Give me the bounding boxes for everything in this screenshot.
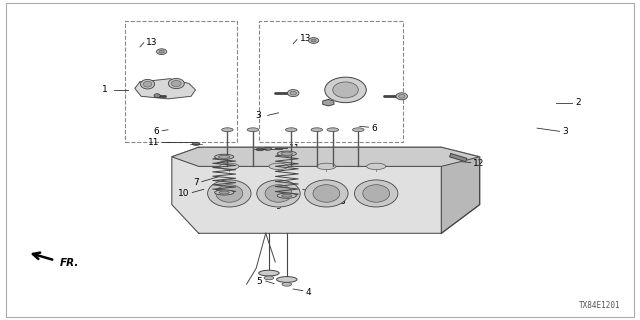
Text: 10: 10 <box>317 189 328 198</box>
Polygon shape <box>172 147 479 166</box>
Ellipse shape <box>327 128 339 132</box>
Ellipse shape <box>353 128 364 132</box>
Ellipse shape <box>216 185 243 202</box>
Ellipse shape <box>154 94 161 98</box>
Text: FR.: FR. <box>60 258 79 268</box>
Ellipse shape <box>256 148 264 151</box>
Polygon shape <box>442 157 479 233</box>
Ellipse shape <box>221 128 233 132</box>
Ellipse shape <box>214 154 234 159</box>
Ellipse shape <box>168 78 184 89</box>
Text: 9: 9 <box>209 159 214 168</box>
Bar <box>259 21 403 142</box>
Ellipse shape <box>285 128 297 132</box>
Text: 6: 6 <box>154 127 159 136</box>
Ellipse shape <box>363 185 390 202</box>
Ellipse shape <box>220 163 239 170</box>
Ellipse shape <box>207 180 251 207</box>
Bar <box>125 21 237 142</box>
Polygon shape <box>172 147 479 233</box>
Ellipse shape <box>277 151 296 156</box>
Text: 5: 5 <box>257 276 262 285</box>
Ellipse shape <box>399 94 405 98</box>
Ellipse shape <box>159 50 164 53</box>
Text: 1: 1 <box>102 85 108 94</box>
Ellipse shape <box>305 180 348 207</box>
Ellipse shape <box>247 128 259 132</box>
Text: 4: 4 <box>306 288 312 297</box>
Ellipse shape <box>219 191 229 194</box>
Ellipse shape <box>277 193 296 198</box>
Text: 13: 13 <box>300 35 311 44</box>
Ellipse shape <box>282 194 292 197</box>
Text: 10: 10 <box>178 189 189 198</box>
Text: TX84E1201: TX84E1201 <box>579 301 620 310</box>
Text: 7: 7 <box>193 178 198 187</box>
Text: 8: 8 <box>339 197 345 206</box>
Ellipse shape <box>324 77 366 103</box>
Ellipse shape <box>264 276 274 280</box>
Ellipse shape <box>317 163 336 170</box>
Ellipse shape <box>172 80 181 87</box>
Ellipse shape <box>313 185 340 202</box>
Ellipse shape <box>143 81 152 87</box>
Ellipse shape <box>264 148 271 150</box>
Ellipse shape <box>308 38 319 44</box>
Text: 12: 12 <box>473 159 484 168</box>
Text: 11: 11 <box>148 138 159 147</box>
Text: 6: 6 <box>371 124 377 132</box>
Text: 11: 11 <box>289 144 301 153</box>
Ellipse shape <box>141 79 155 89</box>
Text: 9: 9 <box>275 202 281 211</box>
Ellipse shape <box>265 185 292 202</box>
Text: 3: 3 <box>255 111 261 120</box>
Ellipse shape <box>355 180 398 207</box>
Ellipse shape <box>311 128 323 132</box>
Ellipse shape <box>333 82 358 98</box>
Ellipse shape <box>367 163 386 170</box>
Ellipse shape <box>311 39 316 42</box>
Text: 2: 2 <box>575 98 581 107</box>
Ellipse shape <box>290 91 296 95</box>
Ellipse shape <box>287 90 299 97</box>
Ellipse shape <box>259 270 279 276</box>
Ellipse shape <box>396 93 408 100</box>
Polygon shape <box>135 79 195 99</box>
Ellipse shape <box>157 49 167 54</box>
Polygon shape <box>323 100 334 106</box>
Ellipse shape <box>257 180 300 207</box>
Text: 13: 13 <box>147 38 158 47</box>
Ellipse shape <box>214 190 234 195</box>
Text: 3: 3 <box>563 127 568 136</box>
Ellipse shape <box>269 163 288 170</box>
Ellipse shape <box>192 143 200 145</box>
Polygon shape <box>450 154 467 162</box>
Ellipse shape <box>281 152 292 155</box>
Ellipse shape <box>282 282 292 286</box>
Ellipse shape <box>218 155 230 158</box>
Ellipse shape <box>276 276 297 282</box>
